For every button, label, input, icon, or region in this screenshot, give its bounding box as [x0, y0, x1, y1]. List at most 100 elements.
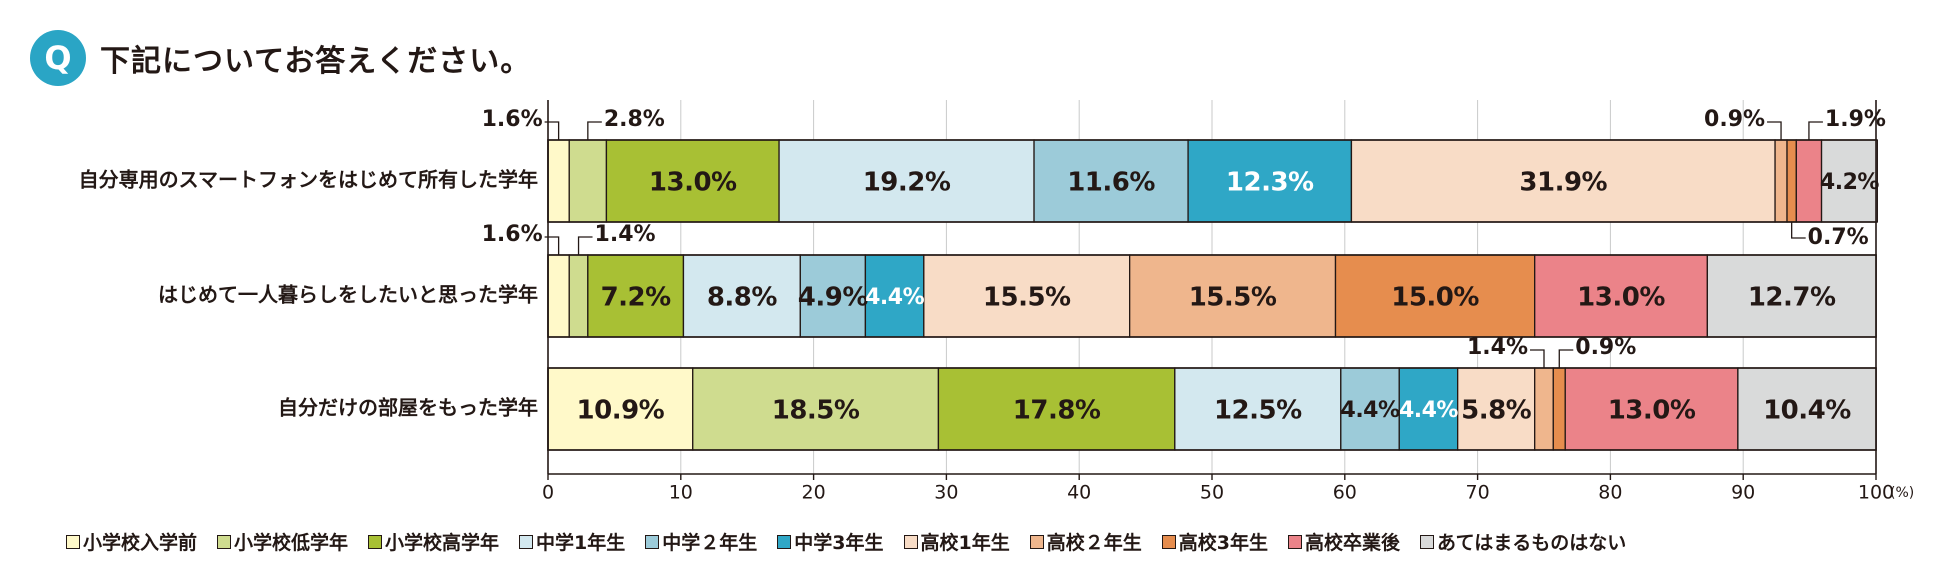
data-label: 10.9% [577, 396, 665, 426]
callout-line [1808, 121, 1823, 140]
legend-swatch [1288, 534, 1303, 549]
callout-line [587, 121, 602, 140]
legend-label: 高校3年生 [1178, 532, 1269, 554]
legend-item: 中学1年生 [519, 528, 625, 555]
callout-label: 1.6% [482, 222, 543, 247]
bar-segment [682, 254, 801, 338]
x-axis-unit: (%) [1890, 485, 1914, 501]
data-label: 12.5% [1214, 396, 1302, 426]
legend-label: 小学校低学年 [234, 532, 349, 554]
legend-item: 高校卒業後 [1288, 528, 1400, 555]
bar-segment [937, 367, 1176, 451]
legend-label: 高校２年生 [1046, 532, 1142, 554]
legend-label: あてはまるものはない [1437, 532, 1627, 554]
legend-swatch [1029, 534, 1044, 549]
x-tick-label: 20 [802, 482, 826, 504]
data-label: 7.2% [601, 283, 672, 313]
legend-item: 高校２年生 [1029, 528, 1142, 555]
x-tick-label: 100 [1858, 482, 1894, 504]
data-label: 4.4% [1341, 398, 1400, 423]
bar-segment [1340, 367, 1400, 451]
bar-segment [1795, 139, 1823, 223]
x-tick-label: 0 [542, 482, 554, 504]
data-label: 13.0% [1608, 396, 1696, 426]
bar-segment [1737, 367, 1877, 451]
data-label: 10.4% [1763, 396, 1851, 426]
legend-label: 高校卒業後 [1305, 532, 1401, 554]
callout-label: 0.9% [1575, 335, 1636, 360]
x-tick-label: 90 [1731, 482, 1755, 504]
data-label: 19.2% [863, 168, 951, 198]
legend-item: 小学校高学年 [368, 528, 499, 555]
data-label: 15.5% [1189, 283, 1277, 313]
callout-label: 0.7% [1808, 225, 1869, 250]
data-label: 15.5% [983, 283, 1071, 313]
legend-swatch [645, 534, 660, 549]
x-tick-label: 50 [1200, 482, 1224, 504]
callout-line [1558, 349, 1574, 368]
x-tick-label: 30 [934, 482, 958, 504]
legend-label: 高校1年生 [920, 532, 1010, 554]
bar-segment [1774, 139, 1788, 223]
data-label: 13.0% [649, 168, 737, 198]
data-label: 12.3% [1226, 168, 1314, 198]
legend-item: 高校3年生 [1161, 528, 1269, 555]
legend-item: 小学校入学前 [66, 528, 197, 555]
category-label: はじめて一人暮らしをしたいと思った学年 [158, 283, 538, 307]
legend-label: 中学3年生 [794, 532, 884, 554]
bar-segment [547, 254, 570, 338]
callout-line [544, 121, 560, 140]
legend-item: 小学校低学年 [217, 528, 348, 555]
bar-segment [1187, 139, 1353, 223]
bar-segment [568, 139, 608, 223]
callout-line [1791, 222, 1806, 239]
legend-label: 中学1年生 [536, 532, 626, 554]
bar-segment [778, 139, 1035, 223]
bar-segment [1033, 139, 1189, 223]
data-label: 15.0% [1391, 283, 1479, 313]
bar-segment [547, 139, 570, 223]
legend-swatch [903, 534, 918, 549]
legend-swatch [1161, 534, 1176, 549]
bar-segment [1564, 367, 1739, 451]
data-label: 4.9% [798, 283, 869, 313]
category-label: 自分専用のスマートフォンをはじめて所有した学年 [79, 168, 538, 192]
data-label: 5.8% [1461, 396, 1532, 426]
bar-segment [1534, 254, 1708, 338]
legend-item: 中学3年生 [777, 528, 884, 555]
legend-item: 中学２年生 [645, 528, 757, 555]
callout-line [577, 236, 593, 255]
bar-segment [1350, 139, 1776, 223]
bar-segment [547, 367, 694, 451]
question-text: 下記についてお答えください。 [100, 44, 532, 79]
data-label: 11.6% [1067, 168, 1155, 198]
legend-swatch [1420, 534, 1435, 549]
bar-segment [568, 254, 589, 338]
bar-segment [1457, 367, 1536, 451]
data-label: 8.8% [707, 283, 778, 313]
legend-swatch [66, 534, 80, 549]
callout-label: 1.9% [1825, 107, 1886, 132]
bar-segment [799, 254, 867, 338]
category-label: 自分だけの部屋をもった学年 [278, 396, 538, 420]
bar-segment [1706, 254, 1877, 338]
callout-label: 1.6% [482, 107, 543, 132]
bar-segment [1552, 367, 1566, 451]
callout-line [544, 236, 560, 255]
x-tick-label: 10 [669, 482, 693, 504]
callout-label: 0.9% [1704, 107, 1765, 132]
legend-item: 高校1年生 [903, 528, 1010, 555]
chart-legend: 小学校入学前 小学校低学年 小学校高学年 中学1年生 中学２年生 中学3年生 高校1年生 高校… [66, 528, 1646, 555]
data-label: 4.4% [1399, 398, 1458, 423]
x-tick-label: 40 [1067, 482, 1091, 504]
legend-swatch [777, 534, 792, 549]
legend-swatch [519, 534, 534, 549]
callout-line [1530, 349, 1545, 368]
question-header: Q 下記についてお答えください。 [30, 28, 531, 88]
x-tick-label: 60 [1333, 482, 1357, 504]
data-label: 13.0% [1577, 283, 1665, 313]
legend-item: あてはまるものはない [1420, 528, 1626, 555]
callout-label: 2.8% [604, 107, 665, 132]
callout-label: 1.4% [1467, 335, 1528, 360]
legend-label: 小学校高学年 [385, 532, 500, 554]
